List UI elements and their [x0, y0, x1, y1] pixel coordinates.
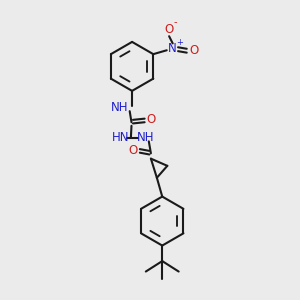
Text: O: O [128, 144, 137, 157]
Text: NH: NH [137, 131, 154, 144]
Text: NH: NH [111, 101, 128, 114]
Text: HN: HN [112, 131, 129, 144]
Text: +: + [176, 38, 183, 47]
Text: -: - [174, 17, 177, 28]
Text: O: O [164, 23, 174, 36]
Text: O: O [147, 113, 156, 126]
Text: O: O [189, 44, 198, 57]
Text: N: N [168, 42, 177, 55]
